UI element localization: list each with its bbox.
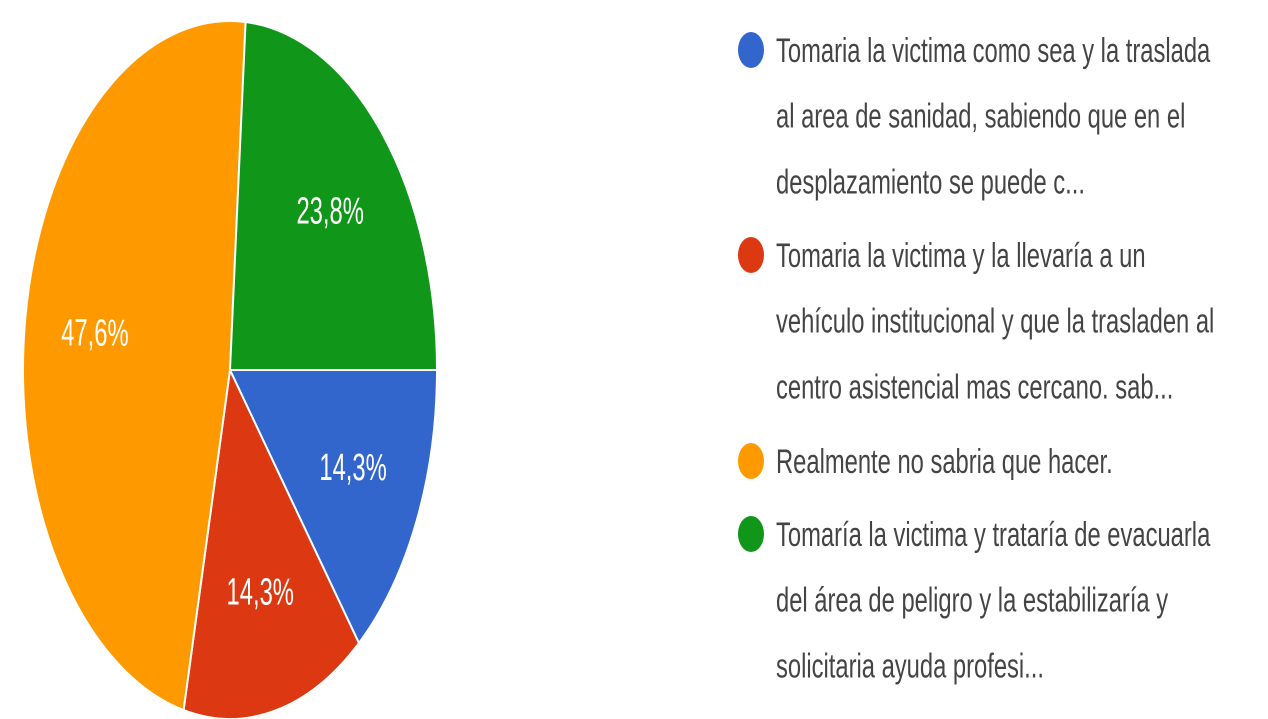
legend: Tomaria la victima como sea y la traslad… — [738, 18, 1268, 708]
slice-label: 23,8% — [296, 189, 363, 232]
slice-label: 14,3% — [226, 570, 293, 613]
pie-chart: 14,3% 14,3% 47,6% 23,8% — [22, 20, 439, 719]
legend-swatch — [738, 237, 764, 274]
pie-slice — [22, 20, 247, 712]
slice-label-group: 14,3% — [319, 445, 386, 488]
legend-swatch — [738, 516, 764, 553]
pie-slice — [228, 369, 439, 645]
legend-item: Realmente no sabria que hacer. — [738, 429, 1268, 501]
legend-item: Tomaría la victima y trataría de evacuar… — [738, 502, 1268, 705]
legend-swatch — [738, 32, 764, 68]
legend-item: Tomaria la victima como sea y la traslad… — [738, 18, 1268, 221]
slice-label: 14,3% — [319, 445, 386, 488]
legend-label: Tomaría la victima y trataría de evacuar… — [776, 515, 1211, 686]
slice-label-group: 14,3% — [226, 570, 293, 613]
slice-label-group: 23,8% — [296, 189, 363, 232]
slice-label-group: 47,6% — [61, 311, 128, 354]
legend-label: Realmente no sabria que hacer. — [776, 442, 1113, 481]
slice-label: 47,6% — [61, 311, 128, 354]
legend-label: Tomaria la victima y la llevaría a un ve… — [776, 236, 1215, 407]
pie-slice — [182, 366, 361, 719]
pie-slice — [228, 20, 439, 371]
legend-label: Tomaria la victima como sea y la traslad… — [776, 31, 1211, 202]
legend-swatch — [738, 442, 764, 479]
legend-item: Tomaria la victima y la llevaría a un ve… — [738, 223, 1268, 426]
